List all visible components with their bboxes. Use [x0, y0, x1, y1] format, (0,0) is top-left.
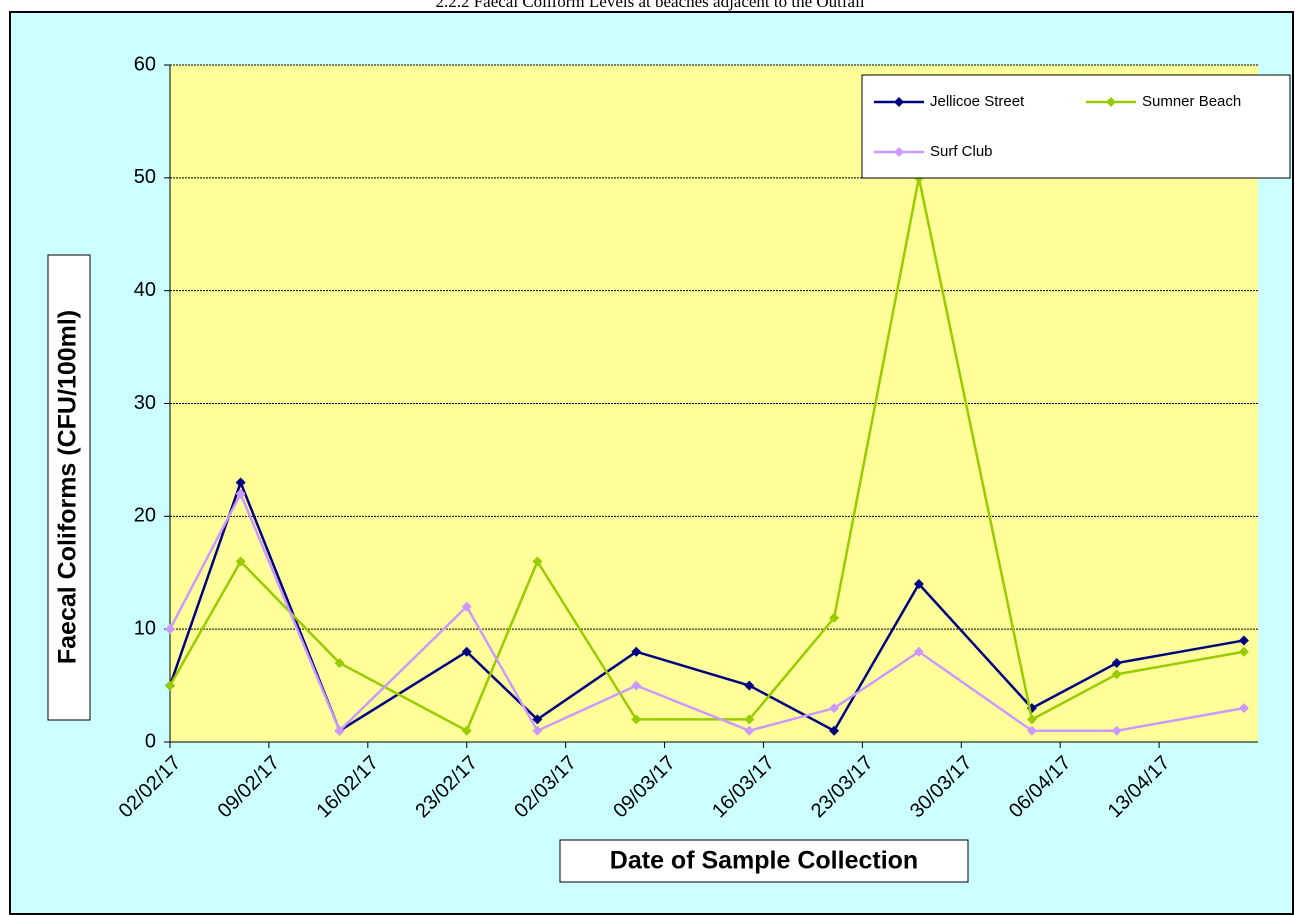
- data-point: [631, 680, 642, 691]
- data-point: [829, 703, 840, 714]
- legend-marker: [894, 147, 904, 157]
- data-point: [1238, 646, 1249, 657]
- data-point: [631, 714, 642, 725]
- data-point: [532, 725, 543, 736]
- data-point: [235, 488, 246, 499]
- data-point: [744, 725, 755, 736]
- data-point: [1238, 703, 1249, 714]
- data-point: [235, 477, 246, 488]
- data-point: [1111, 669, 1122, 680]
- x-axis-label: Date of Sample Collection: [610, 847, 918, 875]
- data-point: [829, 612, 840, 623]
- data-point: [631, 646, 642, 657]
- data-point: [744, 714, 755, 725]
- data-point: [461, 725, 472, 736]
- series-line: [168, 490, 1245, 733]
- data-point: [532, 714, 543, 725]
- data-point: [1026, 725, 1037, 736]
- data-point: [829, 725, 840, 736]
- y-tick-label: 40: [134, 279, 156, 301]
- data-point: [334, 658, 345, 669]
- data-point: [744, 680, 755, 691]
- x-label-box: [559, 839, 969, 883]
- y-tick-label: 50: [134, 166, 156, 188]
- y-tick-label: 10: [134, 617, 156, 639]
- chart-title: 2.2.2 Faecal Coliform Levels at beaches …: [435, 0, 864, 11]
- data-point: [913, 579, 924, 590]
- y-axis-label: Faecal Coliforms (CFU/100ml): [54, 310, 82, 664]
- y-tick-label: 20: [134, 505, 156, 527]
- legend-label: Sumner Beach: [1142, 93, 1241, 110]
- legend-label: Jellicoe Street: [930, 93, 1025, 110]
- legend-marker: [894, 97, 904, 107]
- y-tick-label: 0: [145, 730, 156, 752]
- data-point: [913, 646, 924, 657]
- data-point: [165, 624, 175, 635]
- data-point: [1111, 658, 1122, 669]
- legend-label: Surf Club: [930, 143, 993, 160]
- data-point: [1111, 725, 1122, 736]
- y-tick-label: 30: [134, 392, 156, 414]
- data-point: [165, 680, 175, 691]
- data-point: [532, 556, 543, 567]
- legend: [861, 74, 1291, 179]
- legend-marker: [1106, 97, 1116, 107]
- data-point: [1026, 714, 1037, 725]
- data-point: [1238, 635, 1249, 646]
- data-point: [461, 646, 472, 657]
- y-label-box: [47, 254, 91, 721]
- data-point: [334, 725, 345, 736]
- data-point: [461, 601, 472, 612]
- series-line: [168, 177, 1245, 733]
- data-point: [235, 556, 246, 567]
- y-tick-label: 60: [134, 53, 156, 75]
